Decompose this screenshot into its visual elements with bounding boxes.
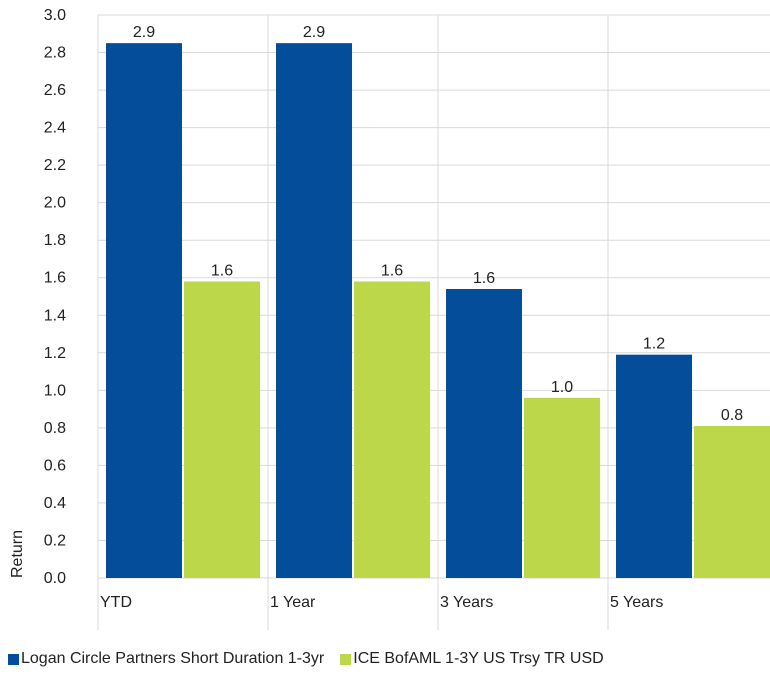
- data-labels: 2.9 1.6 2.9 1.6 1.6 1.0 1.2 0.8: [133, 24, 743, 424]
- y-tick-label: 2.6: [44, 82, 66, 99]
- legend-label-series-1: Logan Circle Partners Short Duration 1-3…: [21, 650, 325, 667]
- bar-chart: 0.0 0.2 0.4 0.6 0.8 1.0 1.2 1.4 1.6 1.8 2.0 2.2 2.4 2…: [9, 7, 770, 630]
- bar-2-3-years: [524, 397, 600, 578]
- y-tick-label: 1.8: [44, 232, 66, 249]
- y-tick-label: 0.6: [44, 457, 66, 474]
- y-tick-label: 1.4: [44, 307, 66, 324]
- x-category-label: 1 Year: [270, 594, 316, 611]
- legend-item-series-2: ICE BofAML 1-3Y US Trsy TR USD: [340, 650, 604, 668]
- legend-label-series-2: ICE BofAML 1-3Y US Trsy TR USD: [353, 650, 604, 667]
- data-label: 2.9: [133, 24, 155, 41]
- y-tick-label: 1.6: [44, 270, 66, 287]
- bar-2-1-year: [354, 281, 430, 578]
- y-tick-label: 0.0: [44, 570, 66, 587]
- x-category-label: 3 Years: [440, 594, 493, 611]
- data-label: 1.6: [211, 262, 233, 279]
- legend-swatch-series-2: [340, 653, 352, 665]
- bar-2-ytd: [184, 281, 260, 578]
- bar-1-ytd: [106, 43, 182, 578]
- x-category-label: 5 Years: [610, 594, 663, 611]
- bar-1-3-years: [446, 288, 522, 578]
- y-tick-label: 0.2: [44, 532, 66, 549]
- y-tick-label: 0.4: [44, 495, 66, 512]
- legend-swatch-series-1: [8, 653, 19, 665]
- data-label: 1.0: [551, 379, 573, 396]
- x-category-label: YTD: [100, 594, 132, 611]
- data-label: 0.8: [721, 407, 743, 424]
- data-label: 2.9: [303, 24, 325, 41]
- data-label: 1.2: [643, 336, 665, 353]
- y-tick-label: 1.2: [44, 345, 66, 362]
- y-tick-label: 0.8: [44, 420, 66, 437]
- bar-1-1-year: [276, 43, 352, 578]
- legend-item-series-1: Logan Circle Partners Short Duration 1-3…: [8, 650, 324, 668]
- data-label: 1.6: [473, 270, 495, 287]
- bars: [106, 43, 770, 578]
- y-tick-label: 2.8: [44, 45, 66, 62]
- y-tick-label: 1.0: [44, 382, 66, 399]
- y-tick-label: 2.2: [44, 157, 66, 174]
- data-label: 1.6: [381, 262, 403, 279]
- y-axis-ticks: 0.0 0.2 0.4 0.6 0.8 1.0 1.2 1.4 1.6 1.8 2.0 2.2 2.4 2…: [44, 7, 66, 587]
- y-axis-label: Return: [9, 530, 26, 578]
- bar-1-5-years: [616, 354, 692, 578]
- y-tick-label: 3.0: [44, 7, 66, 24]
- x-axis-categories: YTD 1 Year 3 Years 5 Years: [100, 594, 663, 611]
- legend: Logan Circle Partners Short Duration 1-3…: [8, 650, 620, 668]
- bar-2-5-years: [694, 425, 770, 578]
- y-tick-label: 2.4: [44, 120, 66, 137]
- y-tick-label: 2.0: [44, 195, 66, 212]
